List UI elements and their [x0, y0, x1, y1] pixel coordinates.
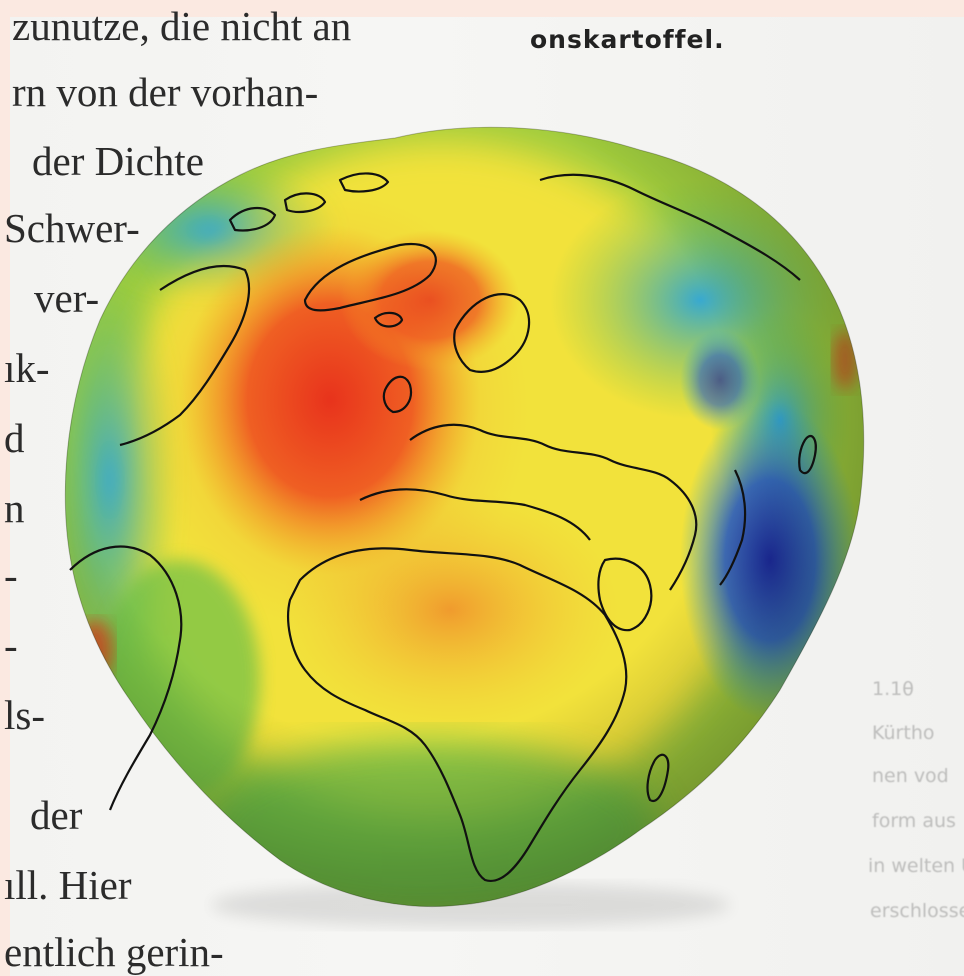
body-text-line: der	[30, 792, 83, 838]
body-text-line: ık-	[4, 345, 50, 391]
body-text-line: -	[4, 552, 18, 598]
body-text-line: ıll. Hier	[4, 862, 132, 908]
body-text-line: Schwer-	[4, 205, 140, 251]
side-caption-line: erschlossen werden.	[870, 900, 964, 922]
body-text-line: -	[4, 622, 18, 668]
side-caption-line: form aus	[872, 810, 956, 832]
body-text-line: ver-	[34, 275, 100, 321]
side-caption-line: Kürtho	[872, 722, 935, 744]
body-text-line: n	[4, 485, 25, 531]
body-text-line: ls-	[4, 692, 45, 738]
body-text-line: entlich gerin-	[4, 929, 224, 975]
body-text-line: zunutze, die nicht an	[12, 3, 352, 49]
side-caption-line: nen vod	[872, 765, 949, 787]
caption-fragment: onskartoffel.	[530, 25, 725, 54]
body-text-line: der Dichte	[32, 138, 204, 184]
body-text-line: d	[4, 415, 25, 461]
side-caption-line: 1.1θ	[872, 678, 914, 700]
side-caption-line: in welten Unt	[868, 855, 964, 877]
body-text-line: rn von der vorhan-	[12, 69, 319, 115]
